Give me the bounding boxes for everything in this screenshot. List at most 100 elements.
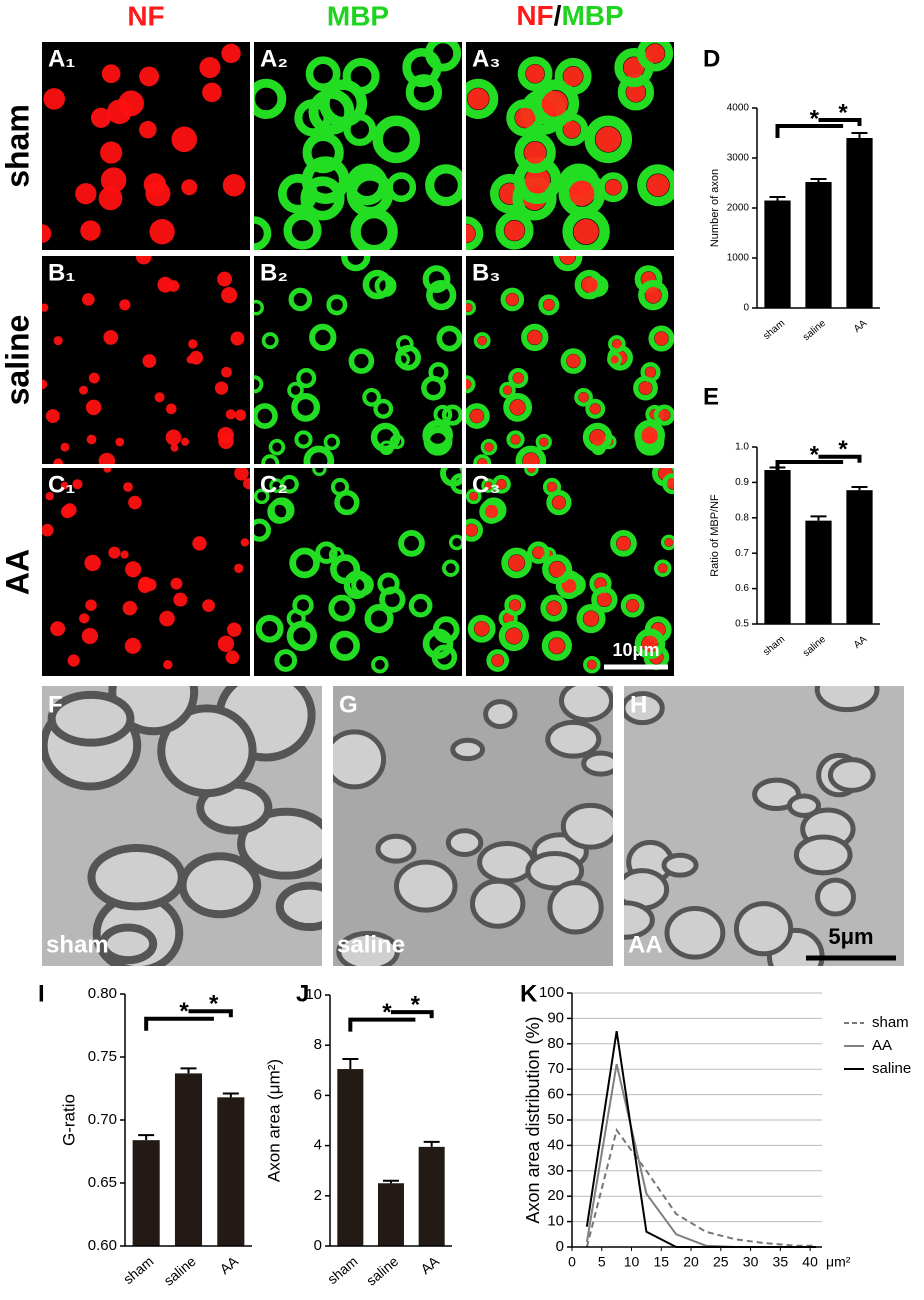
myelin-sheath (547, 880, 604, 935)
myelin (636, 42, 674, 72)
myelin-sheath (624, 691, 665, 726)
axon (202, 82, 222, 103)
y-tick-label: 70 (547, 1060, 564, 1077)
bar (764, 470, 791, 624)
axon (583, 610, 599, 627)
x-tick-label: 25 (713, 1254, 729, 1270)
myelin (254, 299, 264, 316)
myelin (450, 473, 462, 495)
axon (139, 120, 157, 139)
myelin (289, 547, 320, 579)
axon (202, 599, 215, 613)
series-line (585, 1030, 817, 1248)
micrograph-bg (42, 468, 250, 676)
bar (337, 1069, 364, 1246)
panel-label: B₂ (260, 259, 288, 286)
cells (42, 43, 246, 245)
significance-bracket (391, 1010, 434, 1019)
myelin (524, 468, 539, 477)
row-label: AA (0, 549, 35, 595)
legend-label: saline (872, 1060, 911, 1077)
myelin (574, 387, 593, 407)
em-image: H AA (624, 686, 904, 966)
axon (118, 90, 144, 117)
axon (181, 179, 198, 196)
cells (466, 256, 674, 464)
myelin (540, 594, 568, 622)
myelin (330, 554, 361, 585)
x-tick-label: 30 (743, 1254, 759, 1270)
column-header: NF (127, 0, 164, 31)
error-bar (180, 1067, 197, 1074)
row-label: saline (0, 315, 35, 406)
panel-letter: D (703, 45, 720, 72)
myelin (425, 164, 462, 207)
axon (491, 654, 504, 667)
axon (217, 426, 234, 444)
myelin-sheath (827, 757, 876, 793)
y-tick-label: 20 (547, 1187, 564, 1204)
axon (217, 271, 232, 287)
axon (98, 452, 116, 464)
axon (222, 173, 246, 197)
y-axis-title: Axon area (μm²) (264, 1059, 283, 1182)
y-tick-label: 1.0 (735, 442, 749, 453)
myelin (305, 56, 341, 92)
myelin (254, 488, 270, 505)
axon (547, 482, 557, 492)
x-tick-label: AA (217, 1252, 242, 1277)
axon (589, 403, 601, 415)
axon (539, 437, 549, 447)
myelin-sheath (581, 750, 613, 777)
myelin (466, 78, 499, 119)
myelin (608, 335, 626, 353)
myelin (408, 593, 433, 618)
x-tick-label: sham (761, 318, 787, 342)
axon (563, 66, 584, 87)
significance-mark: * (838, 436, 848, 463)
header-part: NF (516, 0, 553, 31)
y-tick-label: 4 (314, 1137, 322, 1154)
micrograph: C₃ (466, 468, 674, 676)
em-caption: AA (628, 931, 663, 958)
myelin-sheath (336, 930, 400, 966)
myelin-sheath (477, 840, 537, 884)
axon (569, 181, 595, 207)
myelin-sheath (157, 704, 257, 798)
myelin-sheath (393, 859, 458, 913)
myelin (294, 99, 332, 137)
myelin (634, 628, 666, 660)
myelin (362, 269, 393, 300)
axon (595, 126, 622, 153)
myelin (480, 438, 498, 456)
y-axis-title: G-ratio (59, 1094, 78, 1146)
panel-label: B₁ (48, 259, 75, 286)
myelin (268, 438, 286, 456)
axon (115, 437, 125, 447)
myelin (514, 131, 556, 174)
axon (217, 635, 235, 652)
myelin (426, 280, 457, 311)
axon (101, 64, 121, 84)
myelin-sheath (814, 686, 880, 713)
axon (159, 610, 175, 627)
myelin (328, 594, 356, 622)
axon (171, 126, 198, 153)
y-tick-label: 6 (314, 1086, 322, 1103)
axon (181, 437, 190, 446)
axon (119, 299, 131, 311)
y-tick-label: 2 (314, 1187, 322, 1204)
y-tick-label: 0 (314, 1237, 322, 1254)
myelin (555, 113, 589, 146)
bar (846, 490, 873, 624)
error-bar (383, 1179, 399, 1184)
myelin (303, 445, 335, 464)
axon (149, 218, 175, 245)
myelin (466, 216, 484, 250)
scale-bar-label: 10μm (612, 640, 659, 660)
significance-mark: * (838, 99, 848, 126)
axon (100, 141, 123, 164)
axon (186, 355, 195, 364)
axon (137, 578, 152, 594)
